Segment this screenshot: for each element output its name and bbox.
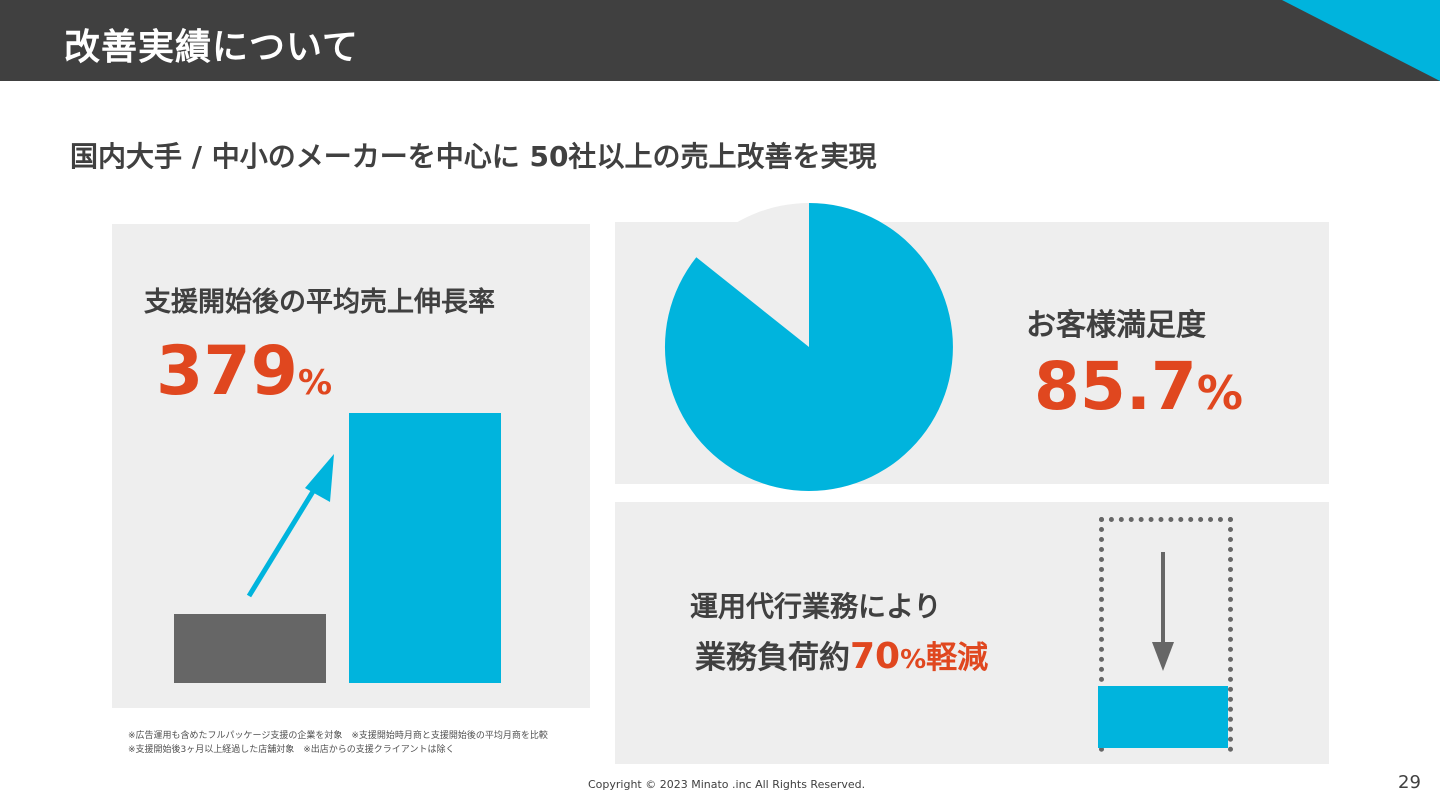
satisfaction-value: 85.7% xyxy=(1034,348,1243,425)
growth-number: 379 xyxy=(156,332,298,411)
header-accent-shape xyxy=(1282,0,1440,81)
operations-line2: 業務負荷約70%軽減 xyxy=(695,632,988,677)
satisfaction-unit: % xyxy=(1196,366,1243,420)
down-arrow-icon xyxy=(1152,552,1174,671)
operations-percent-unit: % xyxy=(900,645,927,675)
satisfaction-number: 85.7 xyxy=(1034,348,1197,425)
reduced-load-block xyxy=(1098,686,1228,748)
growth-unit: % xyxy=(297,363,333,403)
page-title: 改善実績について xyxy=(64,27,359,68)
operations-suffix: 軽減 xyxy=(926,640,989,676)
operations-line1: 運用代行業務により xyxy=(690,590,942,623)
growth-arrow-icon xyxy=(246,454,334,598)
pie-satisfied-slice xyxy=(664,203,953,491)
operations-percent: 70 xyxy=(850,636,901,677)
footnote-line: ※支援開始後3ヶ月以上経過した店舗対象 ※出店からの支援クライアントは除く xyxy=(128,745,455,755)
page-number: 29 xyxy=(1398,772,1421,793)
bar-before-support xyxy=(174,614,326,683)
footnote-line: ※広告運用も含めたフルパッケージ支援の企業を対象 ※支援開始時月商と支援開始後の… xyxy=(128,731,548,741)
slide-subtitle: 国内大手 / 中小のメーカーを中心に 50社以上の売上改善を実現 xyxy=(70,140,877,173)
growth-value: 379% xyxy=(156,332,332,411)
growth-label: 支援開始後の平均売上伸長率 xyxy=(144,287,495,318)
copyright-text: Copyright © 2023 Minato .inc All Rights … xyxy=(588,778,866,791)
operations-prefix: 業務負荷約 xyxy=(695,640,850,676)
satisfaction-label: お客様満足度 xyxy=(1026,308,1206,343)
bar-after-support xyxy=(349,413,501,683)
original-load-outline xyxy=(1099,517,1233,752)
header-bar: 改善実績について xyxy=(0,0,1440,81)
footnotes: ※広告運用も含めたフルパッケージ支援の企業を対象 ※支援開始時月商と支援開始後の… xyxy=(128,729,548,757)
satisfaction-pie-chart xyxy=(664,203,953,491)
